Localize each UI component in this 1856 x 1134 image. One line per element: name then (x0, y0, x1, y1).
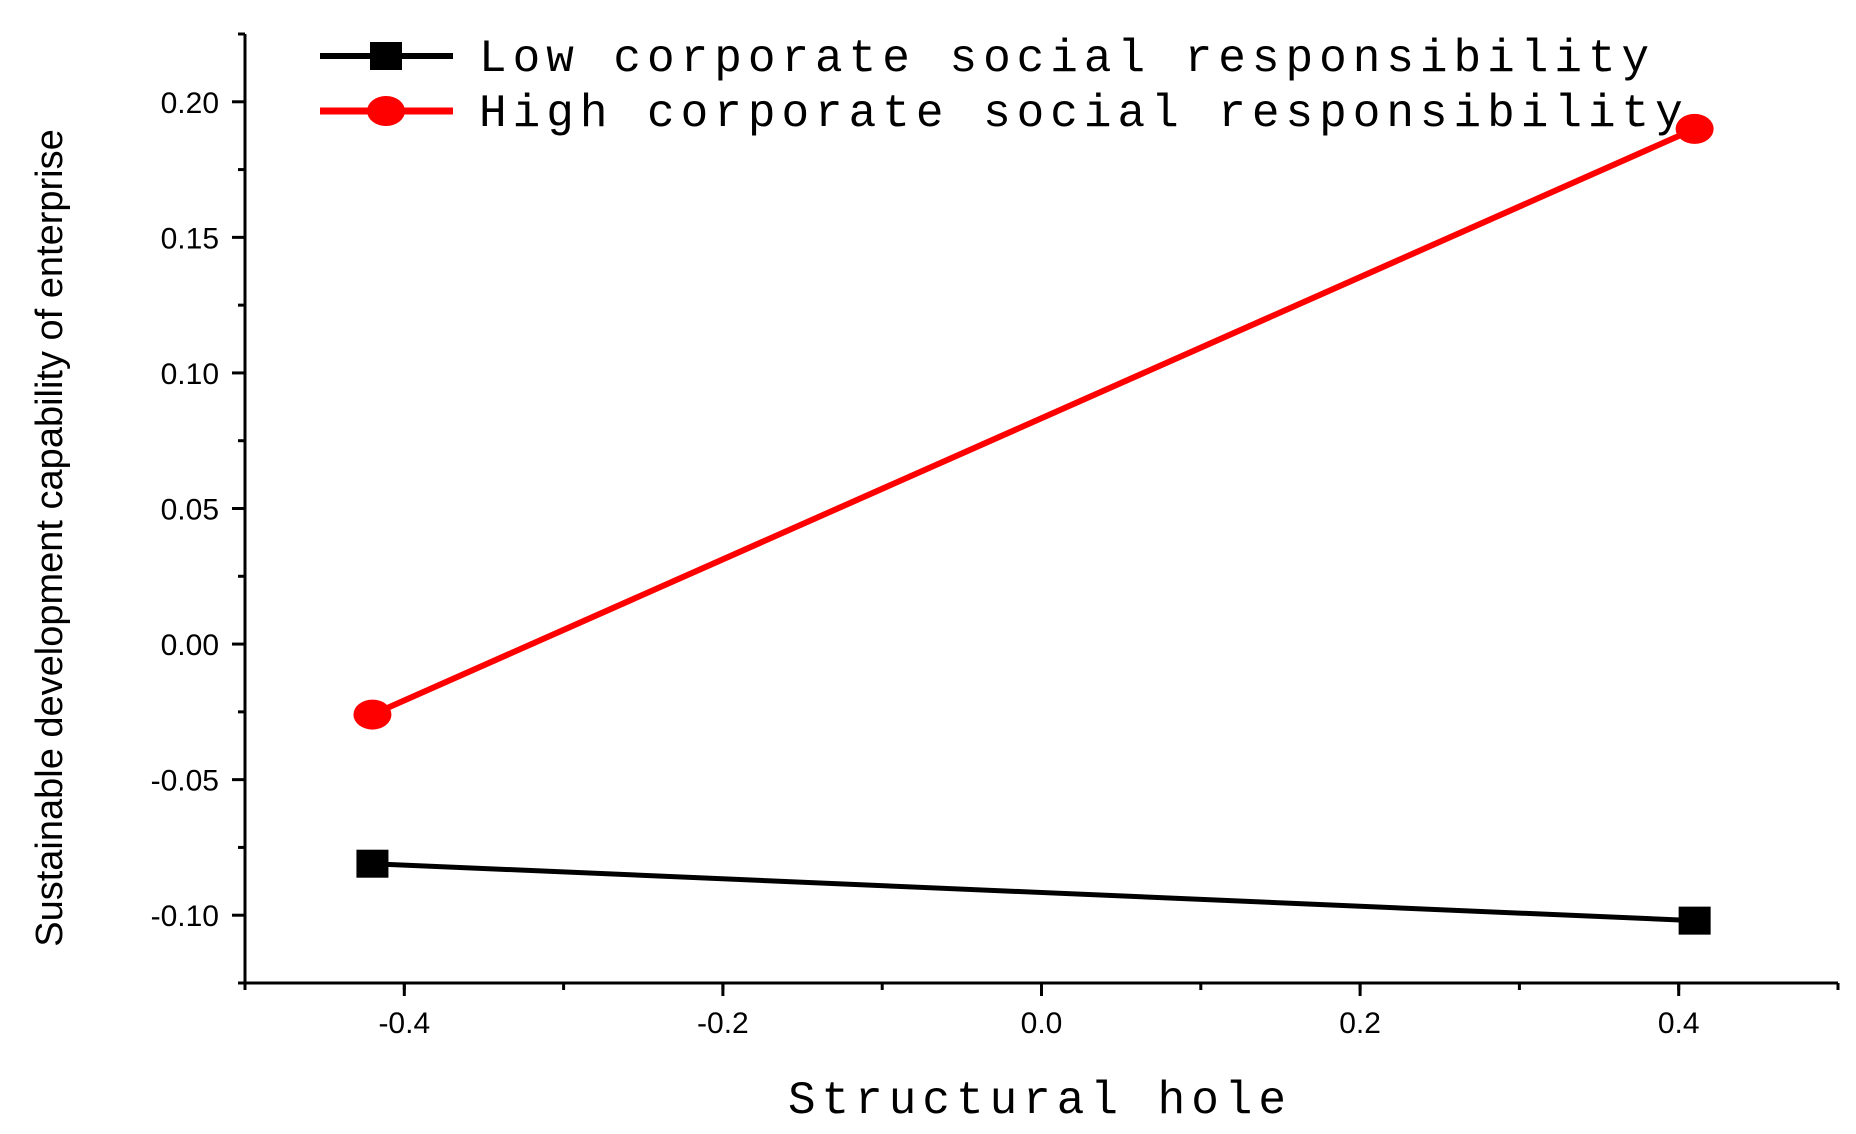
data-point-circle (1675, 113, 1714, 144)
y-tick-label: 0.00 (161, 629, 219, 662)
y-tick-label: 0.05 (161, 494, 219, 527)
legend-label: Low corporate social responsibility (479, 33, 1655, 85)
y-ticks: -0.10 -0.05 0.00 0.05 0.10 0.15 0.20 (151, 32, 245, 985)
x-axis-title: Structural hole (788, 1075, 1292, 1127)
y-tick-label: -0.05 (151, 765, 219, 798)
legend-label: High corporate social responsibility (479, 88, 1689, 140)
x-tick-label: 0.2 (1339, 1007, 1381, 1040)
x-tick-label: 0.4 (1658, 1007, 1700, 1040)
x-tick-label: -0.4 (378, 1007, 430, 1040)
y-tick-label: 0.15 (161, 222, 219, 255)
legend: Low corporate social responsibilityHigh … (320, 33, 1689, 140)
legend-marker-circle (367, 96, 405, 126)
y-tick-label: -0.10 (151, 900, 219, 933)
axes (243, 34, 1838, 985)
x-tick-label: -0.2 (697, 1007, 749, 1040)
data-point-circle (353, 699, 392, 730)
x-tick-label: 0.0 (1021, 1007, 1063, 1040)
legend-marker-square (370, 42, 402, 70)
data-point-square (356, 849, 389, 878)
y-axis-title: Sustainable development capability of en… (29, 129, 71, 947)
series-line (371, 126, 1696, 718)
x-ticks: -0.4 -0.2 0.0 0.2 0.4 (243, 983, 1840, 1040)
data-point-square (1678, 906, 1711, 935)
y-tick-label: 0.10 (161, 358, 219, 391)
series-layer (353, 113, 1714, 935)
y-tick-label: 0.20 (161, 87, 219, 120)
series-line (372, 861, 1695, 924)
